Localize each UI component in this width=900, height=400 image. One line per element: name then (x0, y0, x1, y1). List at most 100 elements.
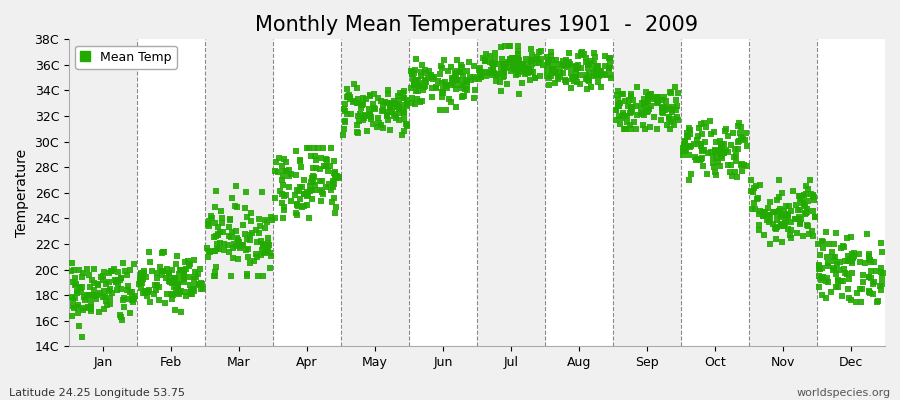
Point (455, 93, 470, 99)
Point (385, 109, 400, 115)
Point (289, 172, 303, 178)
Point (502, 42, 517, 49)
Point (412, 83, 427, 90)
Point (392, 104, 407, 111)
Point (715, 155, 729, 162)
Point (620, 119, 634, 125)
Point (650, 100, 664, 107)
Point (761, 212, 776, 219)
Point (630, 112, 644, 118)
Point (152, 296, 166, 303)
Point (781, 213, 796, 220)
Point (400, 122, 414, 129)
Point (411, 83, 426, 89)
Point (695, 155, 709, 161)
Point (643, 123, 657, 130)
Point (341, 93, 356, 100)
Point (864, 258, 878, 265)
Point (342, 92, 356, 98)
Point (202, 249, 217, 256)
Point (444, 64, 458, 70)
Point (283, 173, 297, 180)
Point (729, 158, 743, 164)
Point (591, 68, 606, 74)
Point (224, 234, 238, 240)
Point (549, 56, 563, 63)
Point (793, 216, 807, 222)
Point (79, 292, 94, 298)
Point (760, 216, 775, 223)
Point (788, 215, 802, 222)
Point (80, 266, 94, 272)
Point (439, 85, 454, 91)
Point (510, 51, 525, 58)
Point (845, 250, 859, 257)
Point (258, 248, 273, 255)
Point (829, 284, 843, 290)
Point (68, 275, 82, 282)
Point (808, 214, 823, 220)
Point (433, 106, 447, 113)
Point (770, 197, 784, 204)
Point (353, 111, 367, 118)
Point (615, 115, 629, 121)
Point (175, 267, 189, 274)
Point (731, 138, 745, 145)
Point (558, 77, 572, 83)
Point (650, 126, 664, 132)
Point (261, 245, 275, 251)
Point (439, 83, 454, 90)
Point (624, 93, 638, 100)
Point (209, 233, 223, 239)
Point (564, 85, 579, 91)
Point (691, 156, 706, 162)
Point (417, 84, 431, 90)
Point (341, 94, 356, 100)
Point (387, 104, 401, 110)
Point (448, 75, 463, 82)
Point (95, 293, 110, 300)
Point (268, 215, 283, 222)
Point (215, 215, 230, 221)
Point (780, 212, 795, 218)
Point (396, 87, 410, 94)
Point (297, 191, 311, 197)
Point (518, 66, 532, 72)
Point (235, 242, 249, 248)
Point (148, 287, 163, 294)
Point (149, 274, 164, 281)
Point (230, 183, 244, 190)
Point (136, 290, 150, 296)
Point (104, 290, 119, 296)
Point (572, 81, 587, 87)
Point (302, 145, 317, 151)
Point (268, 195, 283, 202)
Point (343, 96, 357, 102)
Point (309, 165, 323, 172)
Point (660, 104, 674, 110)
Point (678, 145, 692, 151)
Point (371, 94, 385, 101)
Point (624, 108, 638, 114)
Point (507, 64, 521, 70)
Point (874, 264, 888, 271)
Point (660, 122, 674, 128)
Point (328, 173, 342, 179)
Point (601, 54, 616, 61)
Point (231, 256, 246, 263)
Point (559, 78, 573, 84)
Point (486, 68, 500, 74)
Point (684, 171, 698, 177)
Point (472, 67, 486, 74)
Point (337, 126, 351, 132)
Point (813, 273, 827, 279)
Point (108, 277, 122, 283)
Point (98, 281, 112, 287)
Point (515, 61, 529, 67)
Point (172, 270, 186, 277)
Point (779, 212, 794, 218)
Point (643, 91, 657, 98)
Point (611, 97, 625, 104)
Point (510, 59, 525, 65)
Point (407, 82, 421, 88)
